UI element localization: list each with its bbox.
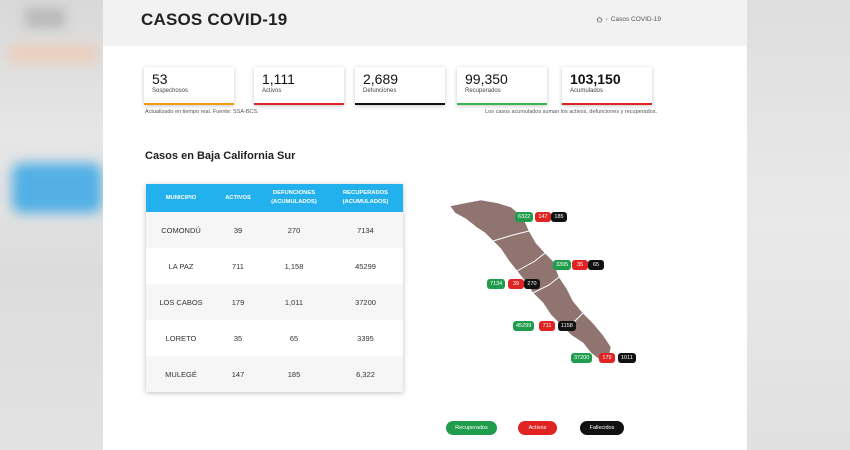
stat-value: 103,150	[570, 71, 621, 87]
home-icon[interactable]	[596, 16, 603, 23]
stat-card-sospechosos: 53 Sospechosos	[144, 67, 234, 105]
table-header: MUNICIPIO ACTIVOS DEFUNCIONES (ACUMULADO…	[146, 184, 403, 212]
background-left	[0, 0, 103, 450]
cell-recuperados: 6,322	[356, 369, 375, 379]
mulege-fallecidos-badge: 185	[551, 212, 567, 222]
cell-municipio: LA PAZ	[168, 261, 194, 271]
stat-bar	[254, 103, 344, 105]
mulege-activos-badge: 147	[535, 212, 551, 222]
breadcrumb-separator: ›	[605, 16, 608, 23]
header-municipio: MUNICIPIO	[165, 194, 197, 201]
comondu-fallecidos-badge: 270	[524, 279, 540, 289]
stat-label: Activos	[262, 88, 282, 94]
source-note: Actualizado en tiempo real. Fuente: SSA-…	[145, 109, 259, 115]
cell-defunciones: 1,158	[284, 261, 304, 271]
bcs-map: 6322 147 185 3395 35 65 7134 39 270 4529…	[443, 195, 643, 370]
cell-municipio: MULEGÉ	[165, 369, 197, 379]
stat-value: 53	[152, 71, 168, 87]
los-cabos-recuperados-badge: 37200	[571, 353, 593, 363]
stat-card-defunciones: 2,689 Defunciones	[355, 67, 445, 105]
stat-bar	[144, 103, 234, 105]
loreto-activos-badge: 35	[572, 260, 588, 270]
cell-recuperados: 7134	[357, 225, 374, 235]
table-body: COMONDÚ 39 270 7134 LA PAZ 711 1,158 452…	[146, 212, 403, 392]
table-row: MULEGÉ 147 185 6,322	[146, 356, 403, 392]
loreto-fallecidos-badge: 65	[588, 260, 604, 270]
comondu-activos-badge: 39	[508, 279, 524, 289]
cell-defunciones: 270	[287, 225, 301, 235]
main-content: CASOS COVID-19 › Casos COVID-19 53 Sospe…	[103, 0, 747, 450]
la-paz-fallecidos-badge: 1158	[558, 321, 576, 331]
stat-bar	[562, 103, 652, 105]
cell-municipio: LOS CABOS	[159, 297, 203, 307]
cell-recuperados: 45299	[355, 261, 376, 271]
stat-bar	[355, 103, 445, 105]
stat-label: Acumulados	[570, 88, 604, 94]
table-row: COMONDÚ 39 270 7134	[146, 212, 403, 248]
mulege-recuperados-badge: 6322	[515, 212, 534, 222]
cell-municipio: LORETO	[165, 333, 197, 343]
legend-recuperados: Recuperados	[446, 421, 497, 435]
table-row: LA PAZ 711 1,158 45299	[146, 248, 403, 284]
los-cabos-activos-badge: 179	[599, 353, 615, 363]
accumulated-note: Los casos acumulados suman los activos, …	[485, 109, 657, 115]
stat-value: 1,111	[262, 71, 295, 87]
header-defunciones: DEFUNCIONES (ACUMULADOS)	[271, 190, 317, 205]
breadcrumb-current: Casos COVID-19	[610, 16, 661, 23]
cell-activos: 147	[231, 369, 245, 379]
cell-recuperados: 37200	[355, 297, 376, 307]
breadcrumb: › Casos COVID-19	[596, 16, 661, 23]
background-right	[747, 0, 850, 450]
cell-defunciones: 1,011	[284, 297, 304, 307]
stat-label: Recuperados	[465, 88, 501, 94]
stat-card-acumulados: 103,150 Acumulados	[562, 67, 652, 105]
stat-card-activos: 1,111 Activos	[254, 67, 344, 105]
header-recuperados: RECUPERADOS (ACUMULADOS)	[342, 190, 389, 205]
page-header: CASOS COVID-19 › Casos COVID-19	[103, 0, 747, 46]
comondu-recuperados-badge: 7134	[487, 279, 506, 289]
cell-activos: 179	[231, 297, 245, 307]
table-row: LORETO 35 65 3395	[146, 320, 403, 356]
la-paz-recuperados-badge: 45299	[513, 321, 535, 331]
municipality-table: MUNICIPIO ACTIVOS DEFUNCIONES (ACUMULADO…	[146, 184, 403, 392]
section-title: Casos en Baja California Sur	[145, 150, 296, 162]
stat-label: Sospechosos	[152, 88, 189, 94]
stat-bar	[457, 103, 547, 105]
cell-defunciones: 65	[289, 333, 299, 343]
cell-recuperados: 3395	[357, 333, 374, 343]
cell-activos: 711	[232, 261, 244, 271]
stat-value: 2,689	[363, 71, 399, 87]
stat-value: 99,350	[465, 71, 508, 87]
los-cabos-fallecidos-badge: 1011	[618, 353, 636, 363]
loreto-recuperados-badge: 3395	[553, 260, 572, 270]
legend-fallecidos: Fallecidos	[580, 421, 624, 435]
cell-activos: 39	[233, 225, 243, 235]
cell-activos: 35	[233, 333, 243, 343]
table-row: LOS CABOS 179 1,011 37200	[146, 284, 403, 320]
stat-label: Defunciones	[363, 88, 397, 94]
cell-defunciones: 185	[287, 369, 301, 379]
la-paz-activos-badge: 711	[539, 321, 555, 331]
header-activos: ACTIVOS	[225, 194, 251, 201]
stat-card-recuperados: 99,350 Recuperados	[457, 67, 547, 105]
page-title: CASOS COVID-19	[141, 10, 288, 29]
legend-activos: Activos	[518, 421, 557, 435]
cell-municipio: COMONDÚ	[161, 225, 201, 235]
